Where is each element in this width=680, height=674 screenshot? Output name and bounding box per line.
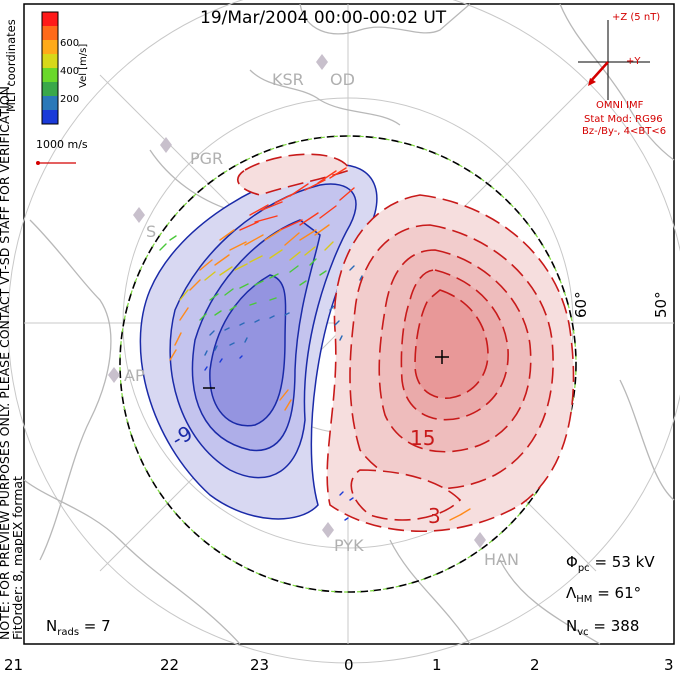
mlt-tick-21: 21 — [4, 656, 24, 674]
station-markers — [108, 54, 486, 548]
mlt-tick-3: 3 — [664, 656, 674, 674]
colorbar-swatch — [42, 54, 58, 69]
mlt-tick-23: 23 — [250, 656, 270, 674]
station-ksr: KSR — [272, 70, 304, 89]
imf-stat-mod: Stat Mod: RG96 — [584, 114, 663, 125]
contour-label-3: 3 — [428, 504, 441, 528]
station-pyk: PYK — [334, 536, 364, 555]
mlt-tick-2: 2 — [530, 656, 540, 674]
coordinates-label: MLT coordinates — [4, 19, 18, 112]
station-ap: AP — [124, 366, 145, 385]
colorbar-tick-600: 600 — [60, 38, 80, 49]
velocity-vectors — [159, 167, 471, 521]
colorbar-outline — [41, 11, 59, 125]
station-han: HAN — [484, 550, 519, 569]
stat-n-rads-value: 7 — [101, 617, 111, 635]
station-pgr: PGR — [190, 149, 224, 168]
stat-n-vc-value: 388 — [610, 617, 640, 635]
velocity-scale-label: 1000 m/s — [36, 138, 88, 151]
stat-phi-pc-value: 53 kV — [611, 553, 655, 571]
coastlines — [23, 3, 675, 645]
stat-n-vc: Nvc = 388 — [566, 617, 640, 638]
preview-note-line2: FitOrder: 8, mapEX format — [10, 476, 25, 640]
lat-label-50: 50° — [652, 291, 670, 318]
imf-source: OMNI IMF — [596, 100, 644, 111]
colorbar-label: Vel [m/s] — [78, 43, 89, 88]
imf-dial — [578, 20, 650, 100]
stat-lambda-hm: ΛHM = 61° — [566, 584, 642, 605]
velocity-colorbar — [41, 11, 59, 125]
map-title: 19/Mar/2004 00:00-00:02 UT — [200, 8, 447, 28]
preview-note: NOTE: FOR PREVIEW PURPOSES ONLY. PLEASE … — [0, 82, 25, 640]
velocity-scale-dot — [36, 161, 40, 165]
colorbar-swatch — [42, 68, 58, 83]
stat-phi-pc: Φpc = 53 kV — [566, 553, 655, 574]
stat-lambda-hm-value: 61° — [614, 584, 642, 602]
station-s: S — [146, 222, 157, 241]
imf-z-label: +Z (5 nT) — [612, 12, 661, 23]
plot-frame — [23, 3, 675, 645]
mlt-tick-0: 0 — [344, 656, 354, 674]
positive-cell — [237, 153, 575, 532]
station-od: OD — [330, 70, 355, 89]
imf-y-label: +Y — [626, 56, 641, 67]
mlt-tick-22: 22 — [160, 656, 180, 674]
imf-condition: Bz-/By-, 4<BT<6 — [582, 126, 667, 137]
colorbar-tick-200: 200 — [60, 94, 80, 105]
colorbar-swatch — [42, 82, 58, 97]
boundary-green-overlay — [119, 135, 577, 593]
colorbar-tick-400: 400 — [60, 66, 80, 77]
colorbar-swatch — [42, 40, 58, 55]
lat-label-60: 60° — [572, 291, 590, 318]
colorbar-swatch — [42, 96, 58, 111]
stat-n-rads: Nrads = 7 — [46, 617, 111, 638]
colorbar-swatch — [42, 26, 58, 41]
colorbar-swatch — [42, 110, 58, 125]
contour-label-15: 15 — [410, 426, 436, 450]
negative-cell — [139, 163, 378, 520]
colorbar-swatch — [42, 12, 58, 27]
mlt-tick-1: 1 — [432, 656, 442, 674]
